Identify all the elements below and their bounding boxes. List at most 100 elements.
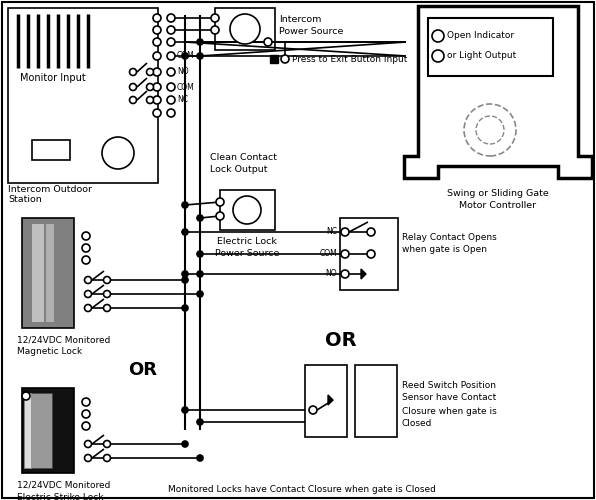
Text: Intercom: Intercom xyxy=(279,16,321,24)
Text: Intercom Outdoor: Intercom Outdoor xyxy=(8,186,92,194)
Circle shape xyxy=(167,109,175,117)
Text: Sensor have Contact: Sensor have Contact xyxy=(402,394,496,402)
Polygon shape xyxy=(328,395,333,405)
Circle shape xyxy=(197,251,203,257)
Circle shape xyxy=(153,38,161,46)
Circle shape xyxy=(233,196,261,224)
Circle shape xyxy=(216,198,224,206)
Text: Closed: Closed xyxy=(402,420,432,428)
Polygon shape xyxy=(404,6,592,178)
Circle shape xyxy=(82,256,90,264)
Circle shape xyxy=(432,50,444,62)
Circle shape xyxy=(197,215,203,221)
Circle shape xyxy=(153,96,161,104)
Text: ~: ~ xyxy=(240,201,254,219)
Circle shape xyxy=(104,276,110,283)
Circle shape xyxy=(197,39,203,45)
Circle shape xyxy=(104,440,110,448)
Circle shape xyxy=(153,83,161,91)
Circle shape xyxy=(182,53,188,59)
Circle shape xyxy=(281,55,289,63)
Circle shape xyxy=(216,212,224,220)
Text: Electric Lock: Electric Lock xyxy=(217,238,277,246)
Bar xyxy=(22,218,74,328)
Text: OR: OR xyxy=(325,330,356,349)
Circle shape xyxy=(153,14,161,22)
Circle shape xyxy=(197,291,203,297)
Circle shape xyxy=(129,68,136,75)
Text: Magnetic Lock: Magnetic Lock xyxy=(17,348,82,356)
Text: Relay Contact Opens: Relay Contact Opens xyxy=(402,234,496,242)
Circle shape xyxy=(182,407,188,413)
Circle shape xyxy=(153,26,161,34)
Circle shape xyxy=(85,304,92,312)
Circle shape xyxy=(211,26,219,34)
Circle shape xyxy=(167,83,175,91)
Text: Reed Switch Position: Reed Switch Position xyxy=(402,380,496,390)
Circle shape xyxy=(264,38,272,46)
Text: Power Source: Power Source xyxy=(215,250,279,258)
Circle shape xyxy=(167,38,175,46)
Text: NC: NC xyxy=(326,228,337,236)
Bar xyxy=(355,365,397,437)
Circle shape xyxy=(102,137,134,169)
Bar xyxy=(46,224,54,322)
Circle shape xyxy=(85,276,92,283)
Text: Closure when gate is: Closure when gate is xyxy=(402,406,496,416)
Circle shape xyxy=(367,250,375,258)
Text: ~: ~ xyxy=(237,20,253,38)
Circle shape xyxy=(197,271,203,277)
Bar xyxy=(270,55,278,63)
Text: Station: Station xyxy=(8,196,42,204)
Text: Electric Strike Lock: Electric Strike Lock xyxy=(17,492,104,500)
Bar xyxy=(8,8,158,183)
Circle shape xyxy=(129,84,136,90)
Text: Power Source: Power Source xyxy=(279,28,343,36)
Circle shape xyxy=(476,116,504,144)
Circle shape xyxy=(153,109,161,117)
Circle shape xyxy=(167,26,175,34)
Text: Monitor Input: Monitor Input xyxy=(20,73,86,83)
Circle shape xyxy=(104,304,110,312)
Text: 12/24VDC Monitored: 12/24VDC Monitored xyxy=(17,336,110,344)
Circle shape xyxy=(182,305,188,311)
Text: COM: COM xyxy=(177,52,195,60)
Text: Swing or Sliding Gate: Swing or Sliding Gate xyxy=(447,190,549,198)
Circle shape xyxy=(341,270,349,278)
Text: COM: COM xyxy=(177,82,195,92)
Bar xyxy=(340,218,398,290)
Circle shape xyxy=(82,410,90,418)
Circle shape xyxy=(153,52,161,60)
Circle shape xyxy=(82,422,90,430)
Circle shape xyxy=(197,419,203,425)
Bar xyxy=(22,388,74,473)
Circle shape xyxy=(197,53,203,59)
Text: when gate is Open: when gate is Open xyxy=(402,246,487,254)
Bar xyxy=(30,393,52,468)
Bar xyxy=(32,224,44,322)
Bar xyxy=(428,18,553,76)
Text: NO: NO xyxy=(325,270,337,278)
Circle shape xyxy=(167,68,175,76)
Text: Press to Exit Button Input: Press to Exit Button Input xyxy=(292,54,408,64)
Text: NO: NO xyxy=(177,68,188,76)
Circle shape xyxy=(182,441,188,447)
Circle shape xyxy=(230,14,260,44)
Circle shape xyxy=(367,228,375,236)
Circle shape xyxy=(167,52,175,60)
Circle shape xyxy=(182,229,188,235)
Circle shape xyxy=(129,96,136,103)
Bar xyxy=(215,8,275,50)
Circle shape xyxy=(22,392,30,400)
Circle shape xyxy=(309,406,317,414)
Text: Clean Contact: Clean Contact xyxy=(210,154,277,162)
Circle shape xyxy=(85,290,92,298)
Circle shape xyxy=(197,455,203,461)
Text: NC: NC xyxy=(177,96,188,104)
Circle shape xyxy=(167,96,175,104)
Bar xyxy=(220,190,275,230)
Text: Motor Controller: Motor Controller xyxy=(460,202,536,210)
Circle shape xyxy=(341,250,349,258)
Circle shape xyxy=(182,271,188,277)
Circle shape xyxy=(82,232,90,240)
